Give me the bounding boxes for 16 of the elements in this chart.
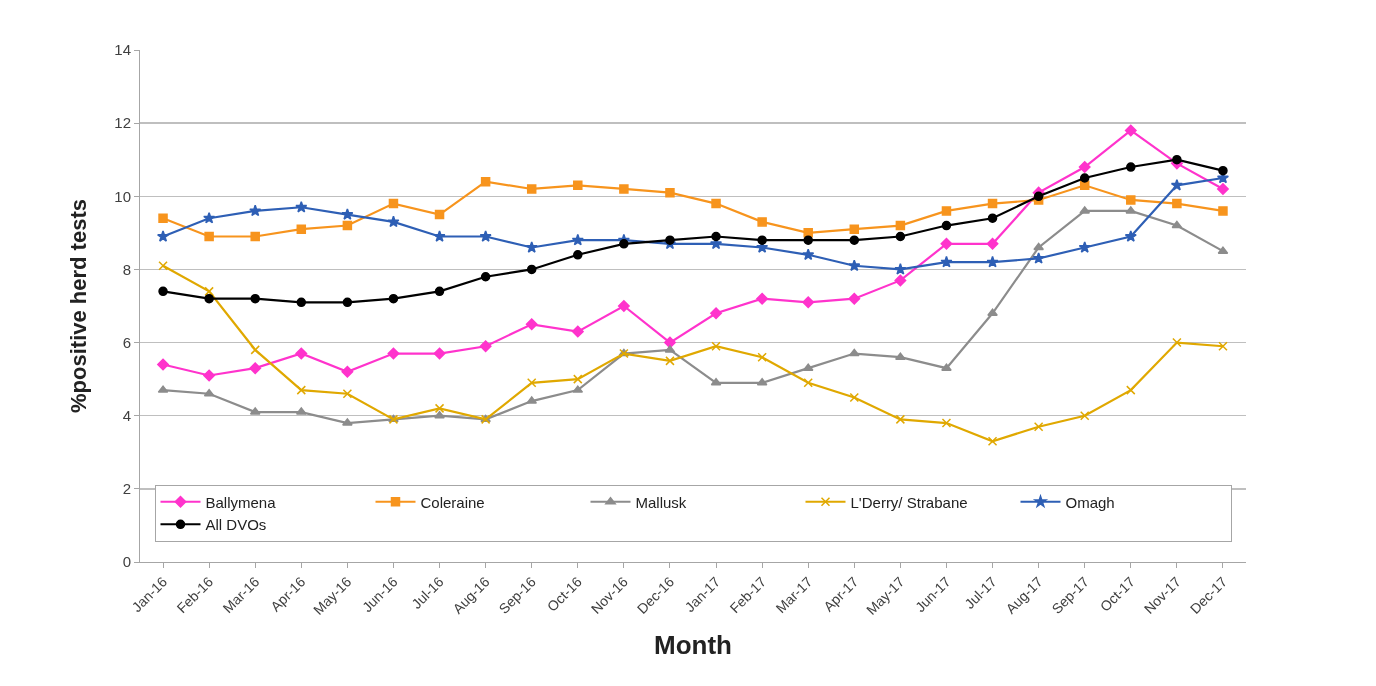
y-axis-title: %positive herd tests bbox=[66, 199, 91, 413]
y-tick-label: 4 bbox=[122, 406, 131, 424]
y-tick-label: 14 bbox=[114, 41, 131, 59]
y-tick-label: 0 bbox=[122, 553, 131, 571]
y-tick-label: 8 bbox=[122, 260, 131, 278]
x-axis-title: Month bbox=[654, 629, 732, 660]
legend-label: L'Derry/ Strabane bbox=[850, 493, 968, 511]
y-tick-label: 12 bbox=[114, 114, 131, 132]
legend-label: Mallusk bbox=[635, 493, 687, 511]
legend-label: Omagh bbox=[1065, 493, 1115, 511]
legend-label: All DVOs bbox=[205, 516, 267, 534]
legend-label: Coleraine bbox=[420, 493, 485, 511]
y-tick-label: 10 bbox=[114, 187, 131, 205]
y-tick-label: 2 bbox=[122, 480, 131, 498]
y-tick-label: 6 bbox=[122, 333, 131, 351]
legend-label: Ballymena bbox=[205, 493, 277, 511]
